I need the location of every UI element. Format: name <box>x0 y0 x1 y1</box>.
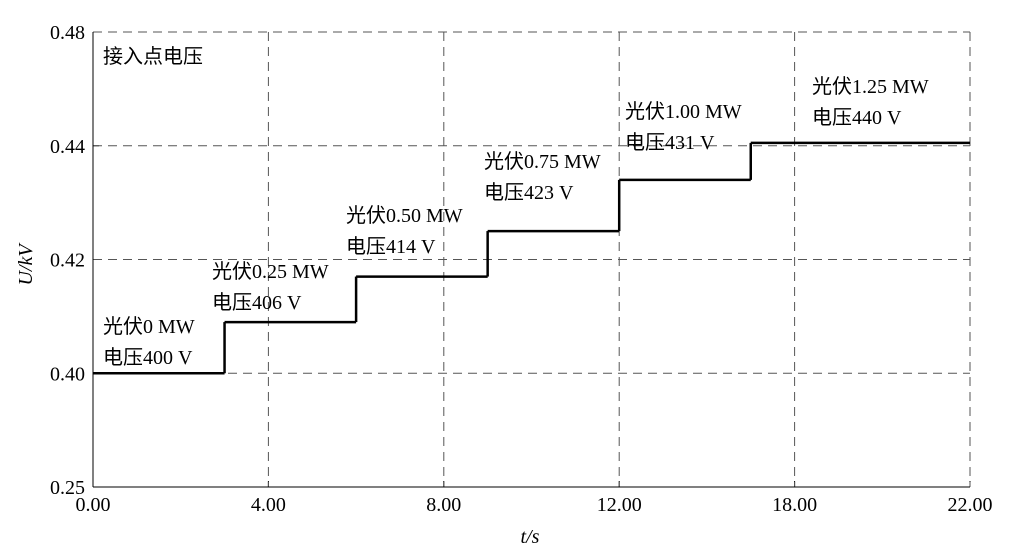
x-tick-label: 12.00 <box>597 494 642 516</box>
y-tick-label: 0.48 <box>50 22 85 44</box>
y-tick-label: 0.25 <box>50 477 85 499</box>
annotation: 光伏0.75 MW <box>484 150 601 173</box>
x-tick-label: 22.00 <box>948 494 993 516</box>
x-tick-label: 8.00 <box>426 494 461 516</box>
x-tick-label: 4.00 <box>251 494 286 516</box>
series-label: 接入点电压 <box>103 45 203 68</box>
annotation: 光伏0.25 MW <box>212 260 329 283</box>
annotation: 电压423 V <box>484 181 574 204</box>
y-tick-label: 0.40 <box>50 363 85 385</box>
annotation: 光伏1.00 MW <box>625 100 742 123</box>
annotation: 电压414 V <box>346 235 436 258</box>
y-tick-label: 0.42 <box>50 250 85 272</box>
x-axis-label: t/s <box>521 526 540 548</box>
x-tick-label: 0.00 <box>76 494 111 516</box>
annotation: 电压400 V <box>103 346 193 369</box>
annotation: 电压440 V <box>812 106 902 129</box>
y-axis-label: U/kV <box>15 242 37 286</box>
annotation: 电压406 V <box>212 291 302 314</box>
x-tick-label: 18.00 <box>772 494 817 516</box>
annotation: 光伏1.25 MW <box>812 75 929 98</box>
annotation: 光伏0.50 MW <box>346 204 463 227</box>
annotation: 电压431 V <box>625 131 715 154</box>
annotation: 光伏0 MW <box>103 315 195 338</box>
y-tick-label: 0.44 <box>50 136 85 158</box>
